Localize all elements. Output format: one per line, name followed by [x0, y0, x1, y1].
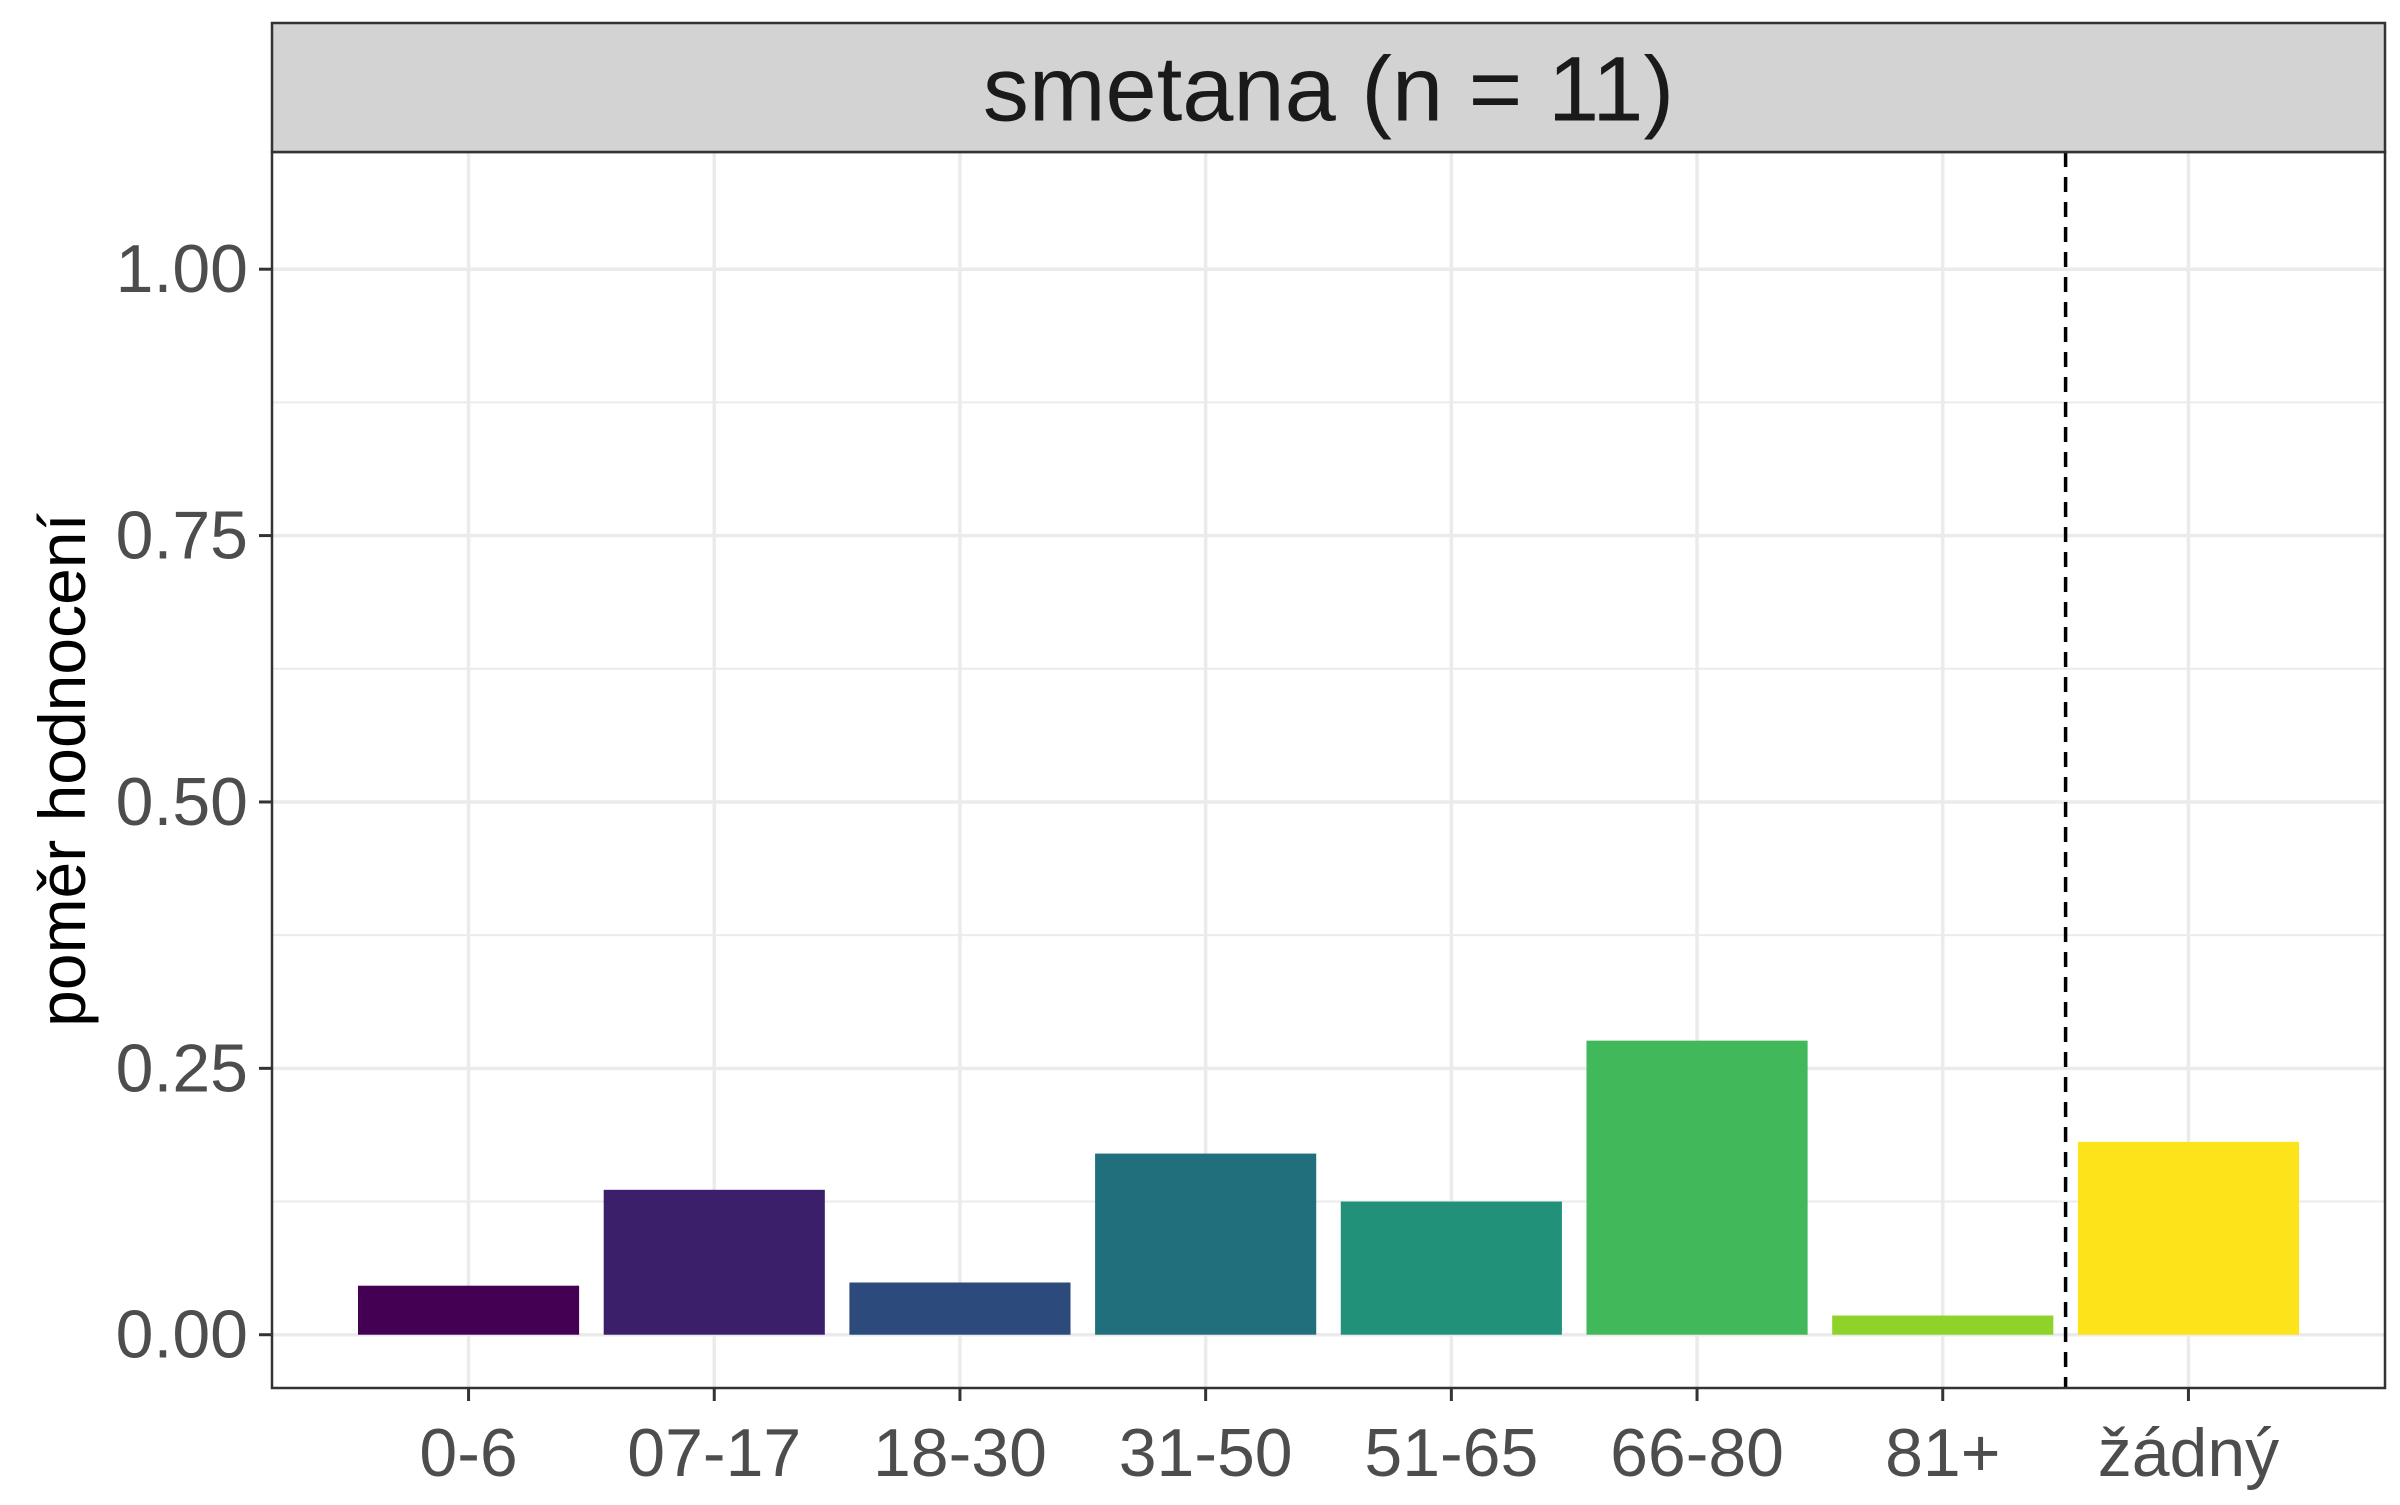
bar-0-6 — [357, 1285, 580, 1335]
bar-51-65 — [1340, 1201, 1562, 1335]
x-tick-label: žádný — [2098, 1415, 2279, 1491]
y-tick-label: 1.00 — [116, 231, 248, 307]
x-tick-label: 18-30 — [873, 1415, 1047, 1491]
bar-07-17 — [603, 1189, 825, 1335]
bar-31-50 — [1095, 1153, 1317, 1335]
axis-ticks: 0.00 0.25 0.50 0.75 1.00 0-6 07-17 18-30 31-50 51… — [116, 231, 2280, 1491]
x-tick-label: 66-80 — [1610, 1415, 1784, 1491]
grid-lines — [272, 152, 2385, 1388]
y-tick-label: 0.25 — [116, 1030, 248, 1106]
bars — [357, 1040, 2300, 1335]
facet-strip: smetana (n = 11) — [270, 21, 2387, 154]
facet-strip-background — [270, 21, 2387, 154]
x-tick-label: 07-17 — [627, 1415, 801, 1491]
y-tick-label: 0.50 — [116, 764, 248, 840]
facet-title: smetana (n = 11) — [983, 39, 1674, 141]
x-tick-label: 31-50 — [1119, 1415, 1293, 1491]
bar-žádný — [2077, 1141, 2300, 1335]
y-tick-label: 0.75 — [116, 498, 248, 574]
x-tick-label: 51-65 — [1364, 1415, 1538, 1491]
y-axis-title: poměr hodnocení — [25, 512, 99, 1026]
bar-81+ — [1832, 1315, 2054, 1335]
y-tick-label: 0.00 — [116, 1297, 248, 1373]
x-tick-label: 0-6 — [419, 1415, 517, 1491]
bar-18-30 — [849, 1282, 1071, 1335]
x-tick-label: 81+ — [1885, 1415, 2000, 1491]
bar-66-80 — [1586, 1040, 1808, 1335]
